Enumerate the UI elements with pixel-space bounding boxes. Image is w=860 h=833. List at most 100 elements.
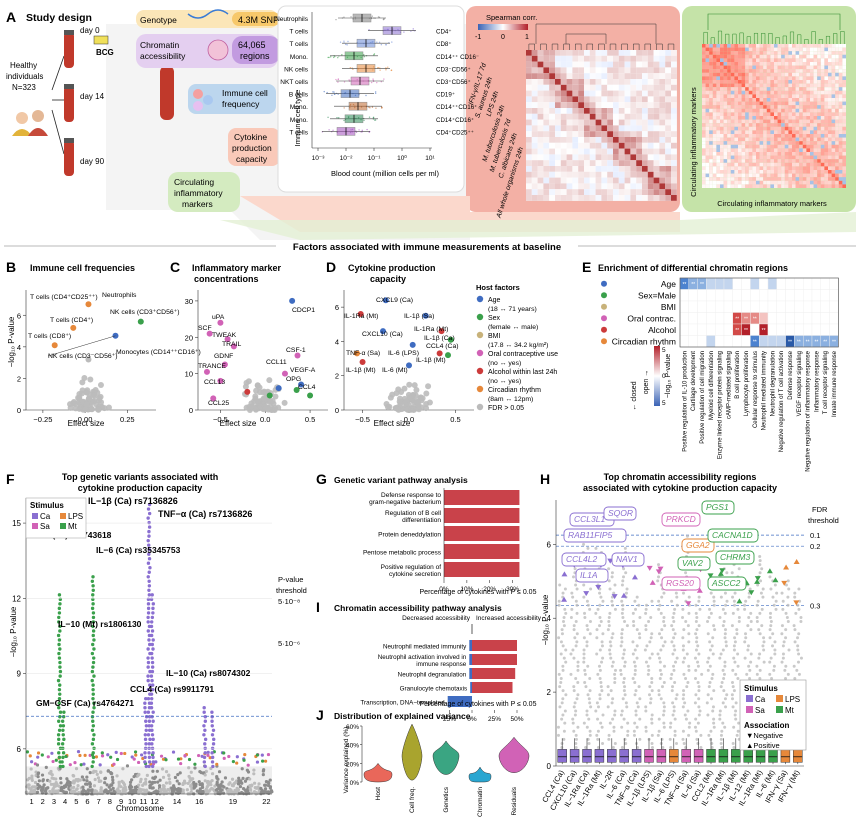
circ-cell <box>788 141 792 145</box>
spearman-cell <box>636 67 642 73</box>
circ-cell <box>817 156 821 160</box>
circ-cell <box>799 73 803 77</box>
circ-cell <box>774 141 778 145</box>
f-tower-point <box>61 742 64 745</box>
h-outlier <box>621 746 624 749</box>
circ-cell <box>774 152 778 156</box>
h-outlier <box>572 575 575 578</box>
circ-cell <box>738 109 742 113</box>
i-bar-decreased <box>469 668 472 679</box>
circ-cell <box>828 156 832 160</box>
circ-cell <box>828 163 832 167</box>
circ-cell <box>756 51 760 55</box>
immune-dot <box>336 117 337 118</box>
spearman-cell <box>526 183 532 189</box>
f-snp <box>246 769 249 772</box>
spearman-cell <box>601 195 607 201</box>
h-outlier <box>718 616 721 619</box>
circ-cell <box>713 55 717 59</box>
circ-cell <box>806 112 810 116</box>
circ-cell <box>803 127 807 131</box>
immune-dot <box>337 81 338 82</box>
circ-cell <box>821 66 825 70</box>
spearman-cell <box>636 73 642 79</box>
f-tower-point <box>204 715 207 718</box>
spearman-cell <box>572 62 578 68</box>
panel-i-title: Chromatin accessibility pathway analysis <box>334 603 502 613</box>
spearman-cell <box>613 120 619 126</box>
circ-cell <box>781 80 785 84</box>
h-outlier <box>588 677 591 680</box>
circ-cell <box>803 44 807 48</box>
h-outlier <box>626 730 629 733</box>
volcano-point-ns <box>98 382 104 388</box>
circ-cell <box>749 44 753 48</box>
h-outlier <box>672 644 675 647</box>
circ-cell <box>742 148 746 152</box>
circ-cell <box>781 102 785 106</box>
h-outlier <box>723 726 726 729</box>
host-legend-name: BMI <box>488 333 501 340</box>
circ-cell <box>734 156 738 160</box>
circ-cell <box>781 94 785 98</box>
circ-cell <box>724 91 728 95</box>
circ-cell <box>713 130 717 134</box>
circ-cell <box>702 105 706 109</box>
circ-cell <box>810 58 814 62</box>
spearman-cell <box>654 108 660 114</box>
e-cell <box>821 278 830 290</box>
volcano-point-ns <box>96 395 102 401</box>
volcano-label: CXCL10 (Ca) <box>362 331 403 338</box>
spearman-cell <box>636 131 642 137</box>
volcano-label: T cells (CD4⁺CD25⁺⁺) <box>30 294 98 301</box>
circ-cell <box>803 163 807 167</box>
immune-marker: CD14⁺⁺ CD16⁻ <box>436 54 479 61</box>
circ-cell <box>731 58 735 62</box>
spearman-cell <box>532 189 538 195</box>
f-snp-sig <box>109 756 112 759</box>
circ-cell <box>821 148 825 152</box>
spearman-cell <box>607 102 613 108</box>
spearman-cell <box>648 96 654 102</box>
circ-cell <box>709 69 713 73</box>
spearman-cell <box>648 56 654 62</box>
circ-cell <box>821 94 825 98</box>
spearman-cell <box>630 67 636 73</box>
circ-cell <box>788 163 792 167</box>
circ-cell <box>709 170 713 174</box>
immune-dot <box>379 69 380 70</box>
circ-cell <box>752 148 756 152</box>
circ-cell <box>724 69 728 73</box>
host-legend-dot <box>477 296 483 302</box>
spearman-cell <box>561 189 567 195</box>
h-outlier <box>695 604 698 607</box>
circ-cell <box>817 62 821 66</box>
circ-cell <box>770 48 774 52</box>
h-outlier <box>656 579 659 582</box>
h-outlier <box>636 644 639 647</box>
spearman-cell <box>578 172 584 178</box>
f-snp-sig <box>69 763 72 766</box>
spearman-cell <box>543 160 549 166</box>
spearman-cell <box>613 62 619 68</box>
h-outlier <box>584 685 587 688</box>
f-ytick-label: 12 <box>12 594 21 603</box>
circ-cell <box>731 51 735 55</box>
circ-cell <box>720 156 724 160</box>
h-outlier <box>671 653 674 656</box>
circ-cell <box>839 148 843 152</box>
h-outlier <box>647 620 650 623</box>
circ-cell <box>788 116 792 120</box>
circ-cell <box>709 148 713 152</box>
h-outlier <box>644 612 647 615</box>
spearman-cell <box>607 160 613 166</box>
h-outlier <box>712 718 715 721</box>
day-90-label: day 90 <box>80 157 105 166</box>
circ-cell <box>738 51 742 55</box>
f-snp <box>237 777 240 780</box>
circ-cell <box>727 181 731 185</box>
e-cell <box>794 313 803 325</box>
circ-cell <box>835 76 839 80</box>
h-outlier <box>671 685 674 688</box>
h-outlier <box>575 738 578 741</box>
